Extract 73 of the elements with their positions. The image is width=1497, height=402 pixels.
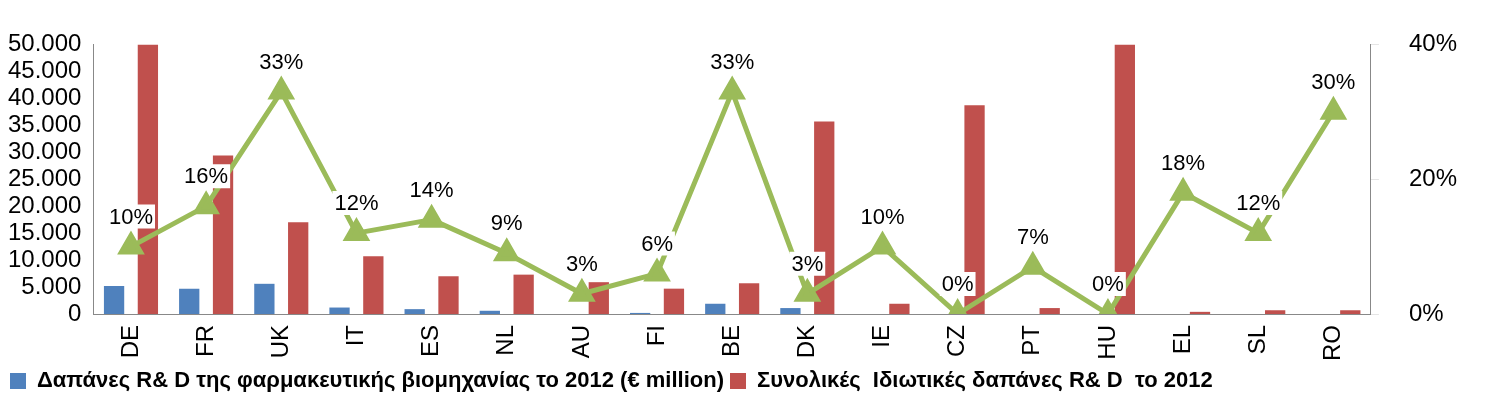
bar xyxy=(1265,310,1286,314)
x-tick-label: DK xyxy=(791,325,819,359)
point xyxy=(1244,217,1272,242)
data-label: 30% xyxy=(1311,68,1356,94)
data-label: 18% xyxy=(1161,149,1206,175)
data-label: 10% xyxy=(860,203,905,229)
x-tick-label: BE xyxy=(716,325,744,358)
bar xyxy=(404,309,425,314)
bar xyxy=(103,285,125,314)
x-tick-label: FI xyxy=(641,325,669,347)
bar xyxy=(438,276,459,314)
bar xyxy=(254,283,275,314)
bar xyxy=(738,283,760,314)
x-tick-label: PT xyxy=(1017,324,1045,356)
bar xyxy=(1340,310,1361,314)
bar xyxy=(780,308,801,314)
x-tick-label: UK xyxy=(265,325,293,359)
bar xyxy=(288,222,309,314)
y-tick-label: 5.000 xyxy=(21,271,82,299)
x-tick-label: FR xyxy=(190,325,218,357)
bar xyxy=(889,303,910,314)
y-tick-label: 0 xyxy=(68,298,82,326)
y-tick-label: 10.000 xyxy=(8,244,82,272)
data-label: 9% xyxy=(490,210,523,236)
legend-label: Δαπάνες R& D της φαρμακευτικής βιομηχανίας το 2012 (€ million) xyxy=(37,367,724,393)
x-tick-label: DE xyxy=(115,325,143,359)
point xyxy=(342,217,371,242)
y-tick-label: 50.000 xyxy=(8,29,82,57)
bar xyxy=(705,303,726,314)
bar xyxy=(663,288,685,314)
x-tick-label: SL xyxy=(1242,325,1270,355)
y-tick-label: 20.000 xyxy=(8,190,82,218)
x-tick-label: ES xyxy=(416,325,444,358)
x-tick-label: IT xyxy=(341,324,369,347)
data-label: 3% xyxy=(565,250,598,276)
y-tick-label: 40.000 xyxy=(8,82,82,110)
y-tick-label: 25.000 xyxy=(8,163,82,191)
x-tick-label: EL xyxy=(1167,325,1195,355)
bar xyxy=(513,274,534,314)
data-label: 16% xyxy=(184,163,229,189)
data-label: 0% xyxy=(1092,271,1124,297)
bar xyxy=(1189,311,1211,314)
y-tick-label: 35.000 xyxy=(8,109,82,137)
x-tick-label: CZ xyxy=(942,325,970,357)
legend-label: Συνολικές Ιδιωτικές δαπάνες R& D το 2012 xyxy=(756,367,1213,393)
bar xyxy=(329,307,350,314)
data-label: 33% xyxy=(710,48,755,74)
data-label: 33% xyxy=(259,48,304,74)
y2-tick-label: 20% xyxy=(1408,163,1458,191)
x-tick-label: AU xyxy=(566,325,594,359)
point xyxy=(493,237,519,262)
data-label: 10% xyxy=(108,203,153,229)
y-tick-label: 30.000 xyxy=(8,136,82,164)
bar xyxy=(479,310,500,314)
y2-tick-label: 40% xyxy=(1408,29,1458,57)
x-tick-label: IE xyxy=(867,325,895,348)
bar xyxy=(363,256,384,314)
x-tick-label: HU xyxy=(1092,325,1120,360)
data-label: 3% xyxy=(791,250,824,276)
x-tick-label: RO xyxy=(1318,325,1346,361)
data-label: 0% xyxy=(941,271,974,297)
bar xyxy=(179,288,200,314)
data-label: 12% xyxy=(334,190,379,216)
point xyxy=(194,190,220,215)
data-label: 6% xyxy=(641,230,673,256)
data-label: 7% xyxy=(1016,223,1049,249)
x-tick-label: NL xyxy=(491,325,519,356)
y-tick-label: 45.000 xyxy=(8,55,82,83)
data-label: 12% xyxy=(1236,190,1281,216)
y-tick-label: 15.000 xyxy=(8,217,82,245)
bar xyxy=(1039,308,1060,314)
data-label: 14% xyxy=(409,176,454,202)
y2-tick-label: 0% xyxy=(1408,298,1444,326)
